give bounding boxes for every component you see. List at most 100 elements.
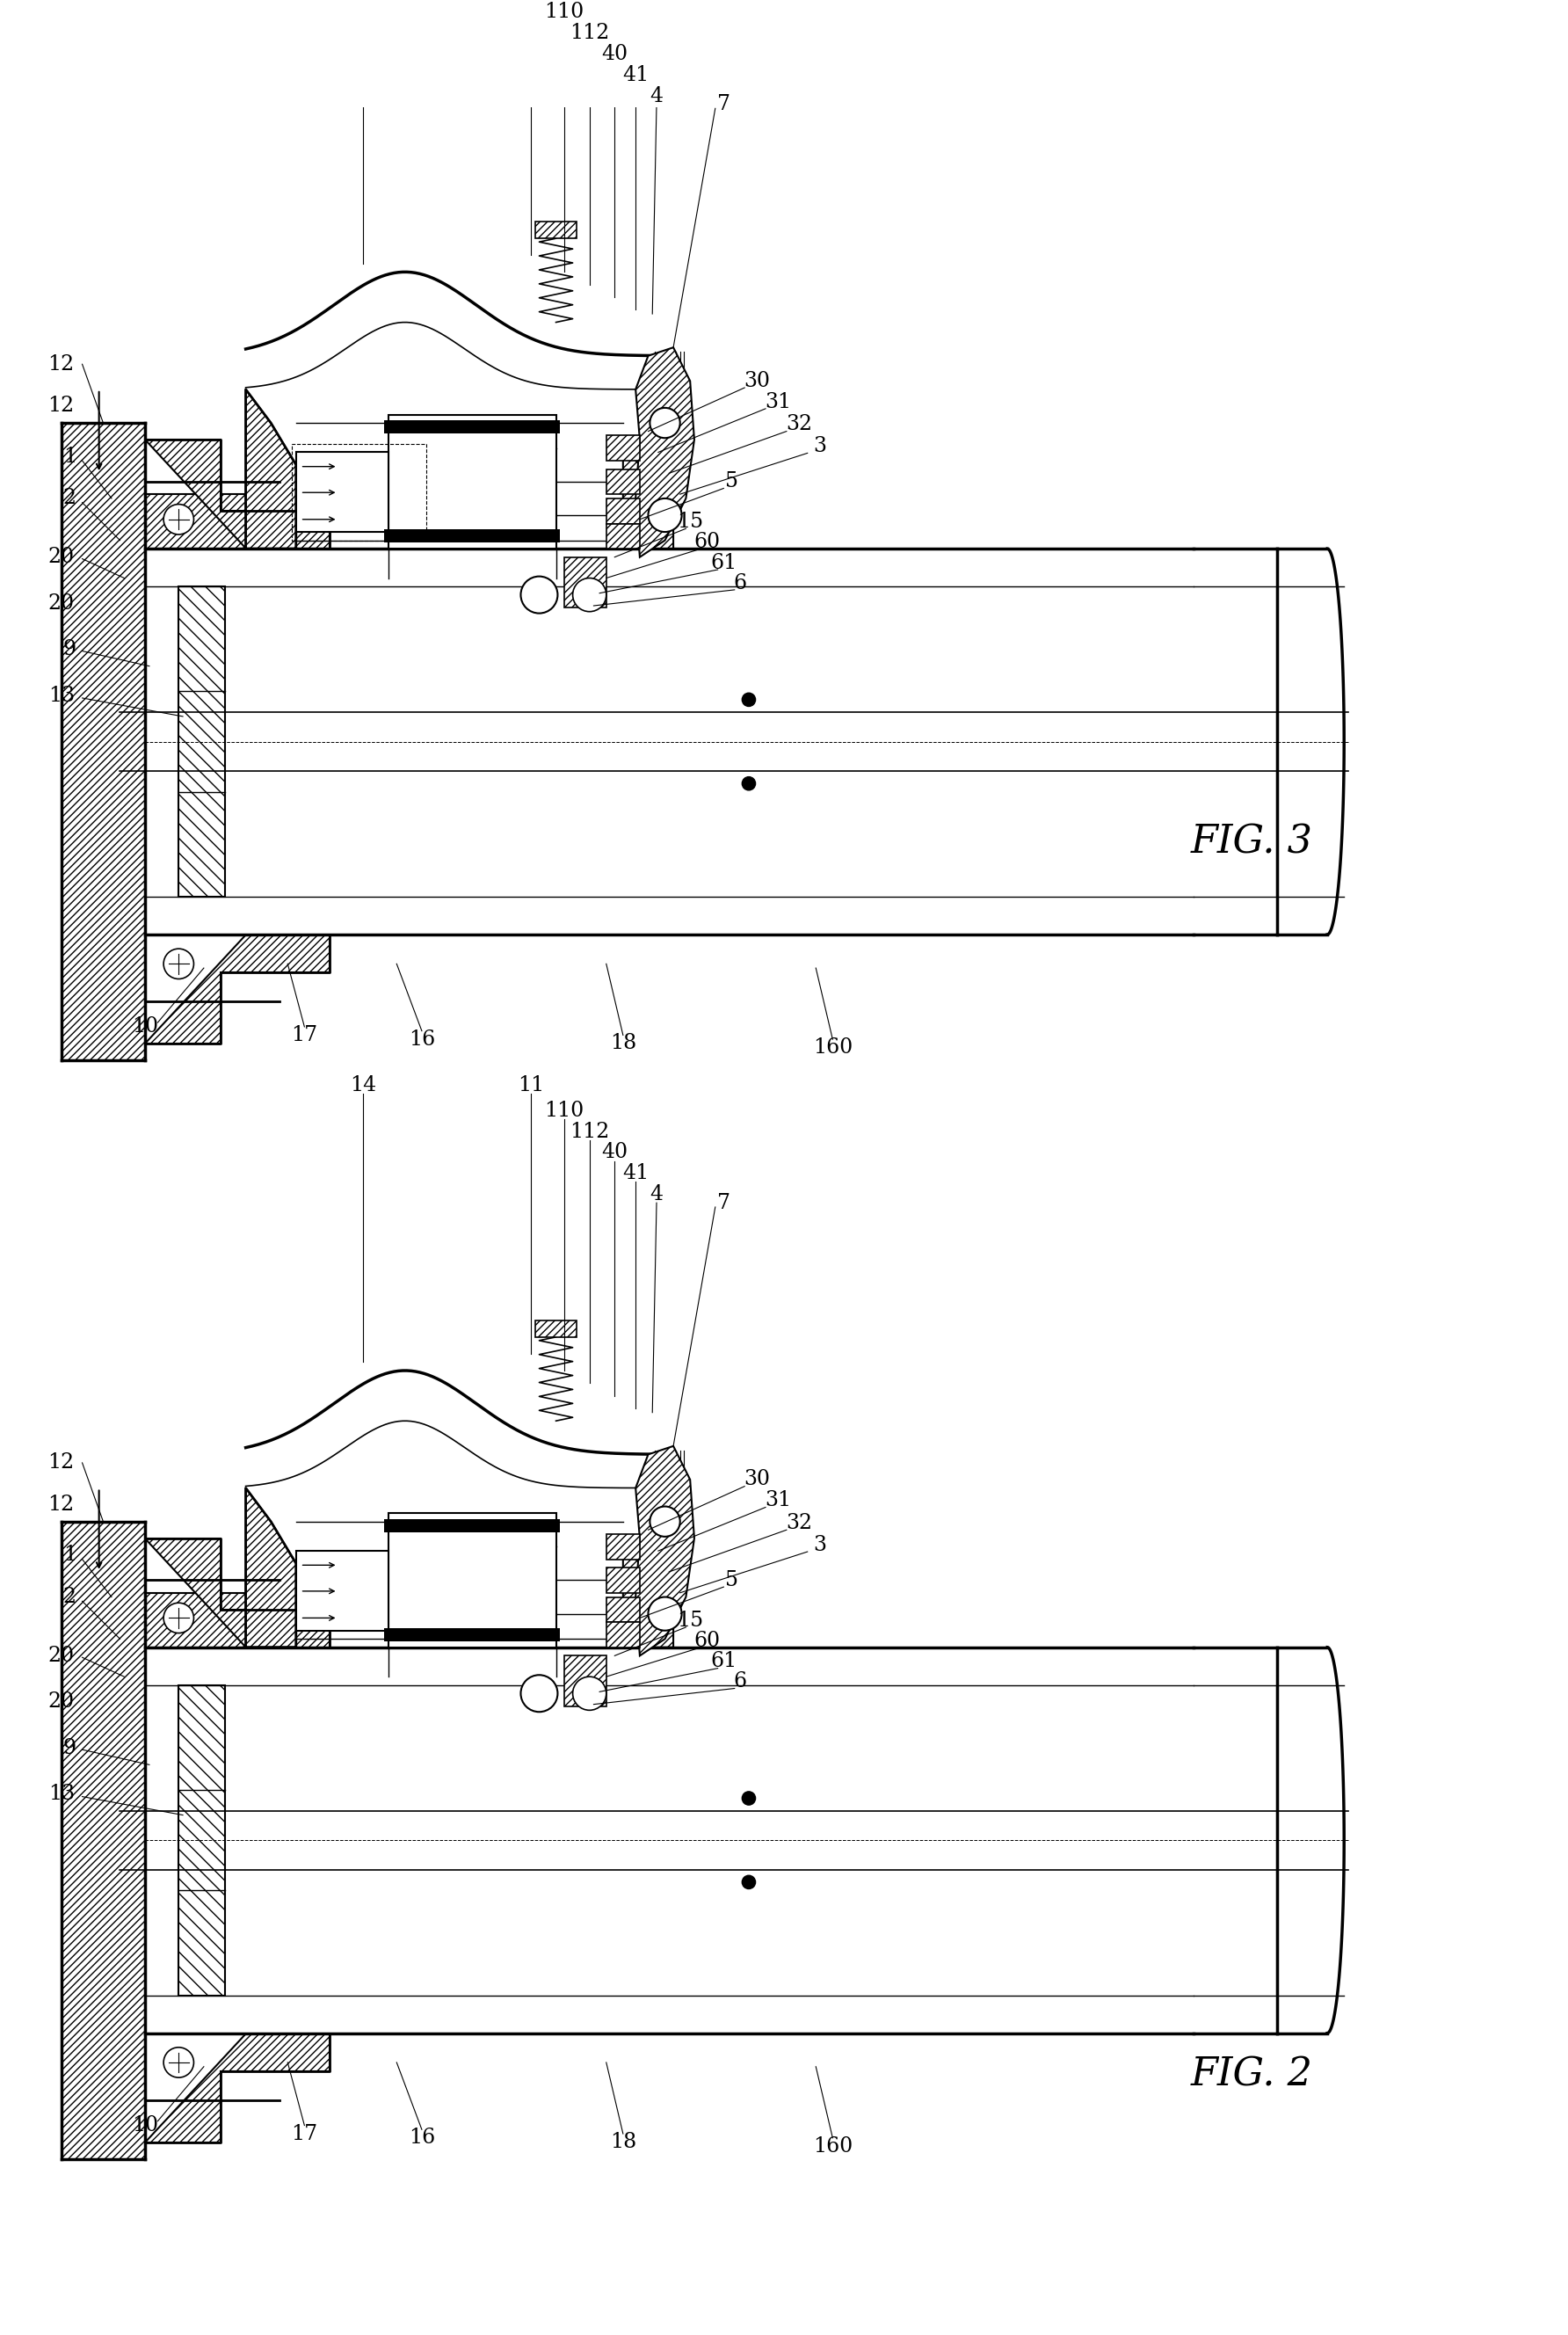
Bar (61, 423, 146, 1060)
Polygon shape (622, 1546, 673, 1646)
Bar (384, 1520, 560, 1532)
Text: 15: 15 (677, 511, 704, 532)
Text: 40: 40 (602, 1142, 627, 1163)
Text: FIG. 2: FIG. 2 (1190, 2057, 1312, 2094)
Circle shape (648, 497, 682, 532)
Bar (1276, 934, 1344, 960)
Polygon shape (146, 934, 329, 1044)
Polygon shape (146, 1539, 329, 1646)
Text: 18: 18 (610, 1034, 637, 1053)
Bar (384, 420, 560, 434)
Text: 32: 32 (786, 416, 812, 434)
Circle shape (742, 778, 756, 789)
Bar (564, 1656, 607, 1707)
Circle shape (649, 1506, 681, 1536)
Bar (1276, 1646, 1344, 1686)
Polygon shape (622, 448, 673, 549)
Text: 2: 2 (63, 488, 77, 509)
Bar (564, 558, 607, 607)
Circle shape (521, 1674, 558, 1712)
Bar (1193, 1996, 1276, 2034)
Bar (61, 1522, 146, 2160)
Bar (1193, 1686, 1276, 1714)
Text: 9: 9 (63, 640, 77, 658)
Circle shape (742, 693, 756, 708)
Text: 3: 3 (814, 437, 826, 458)
Text: 12: 12 (49, 1452, 75, 1473)
Text: 2: 2 (63, 1588, 77, 1606)
Text: 15: 15 (677, 1611, 704, 1630)
Text: 160: 160 (812, 1037, 853, 1058)
Circle shape (572, 1677, 607, 1709)
Text: 61: 61 (710, 1651, 737, 1672)
Bar (1276, 549, 1344, 586)
Text: 110: 110 (544, 2, 585, 21)
Bar (292, 444, 426, 539)
Bar (535, 222, 577, 238)
Bar (179, 586, 224, 897)
Text: 1: 1 (63, 1546, 77, 1564)
Polygon shape (146, 2034, 329, 2141)
Polygon shape (246, 1487, 296, 1646)
Bar (607, 523, 640, 549)
Bar (607, 1623, 640, 1646)
Bar (146, 1592, 329, 1646)
Text: 10: 10 (132, 1016, 158, 1037)
Text: 18: 18 (610, 2132, 637, 2153)
Text: 14: 14 (350, 1076, 376, 1095)
Bar (389, 416, 557, 549)
Text: 12: 12 (49, 355, 75, 374)
Bar (389, 1513, 557, 1646)
Bar (384, 1627, 560, 1642)
Text: 6: 6 (734, 1672, 746, 1693)
Bar (1193, 897, 1276, 934)
Bar (1276, 523, 1344, 549)
Circle shape (163, 2048, 194, 2078)
Text: 17: 17 (292, 2123, 318, 2144)
Bar (146, 1996, 1193, 2034)
Bar (384, 530, 560, 542)
Bar (1193, 586, 1276, 616)
Polygon shape (246, 390, 296, 549)
Text: 41: 41 (622, 65, 649, 84)
Text: 5: 5 (726, 472, 739, 493)
Text: 3: 3 (814, 1534, 826, 1555)
Bar (535, 1319, 577, 1338)
Polygon shape (146, 439, 329, 549)
Text: 40: 40 (602, 44, 627, 63)
Text: 4: 4 (649, 1184, 663, 1205)
Bar (607, 1567, 640, 1592)
Circle shape (648, 1597, 682, 1630)
Text: 5: 5 (726, 1569, 739, 1590)
Polygon shape (635, 1445, 695, 1656)
Bar (607, 469, 640, 495)
Text: 12: 12 (49, 397, 75, 416)
Text: 13: 13 (49, 686, 75, 705)
Bar (296, 1550, 389, 1630)
Bar (607, 1534, 640, 1560)
Text: 20: 20 (49, 1693, 75, 1712)
Circle shape (521, 577, 558, 614)
Text: 7: 7 (717, 93, 731, 114)
Text: 30: 30 (743, 371, 770, 390)
Bar (296, 453, 389, 532)
Text: 20: 20 (49, 546, 75, 567)
Circle shape (163, 504, 194, 535)
Bar (1276, 897, 1344, 934)
Text: 112: 112 (569, 23, 610, 42)
Text: 16: 16 (409, 1030, 434, 1048)
Text: 11: 11 (517, 1076, 544, 1095)
Text: 12: 12 (49, 1494, 75, 1515)
Text: 60: 60 (693, 1630, 720, 1651)
Bar (1276, 1623, 1344, 1646)
Text: 7: 7 (717, 1193, 731, 1212)
Text: 41: 41 (622, 1163, 649, 1184)
Text: 112: 112 (569, 1121, 610, 1142)
Text: 31: 31 (765, 1490, 792, 1511)
Bar (179, 1686, 224, 1996)
Text: 9: 9 (63, 1737, 77, 1758)
Bar (607, 497, 640, 523)
Text: 13: 13 (49, 1784, 75, 1805)
Text: 160: 160 (812, 2137, 853, 2158)
Text: 6: 6 (734, 572, 746, 593)
